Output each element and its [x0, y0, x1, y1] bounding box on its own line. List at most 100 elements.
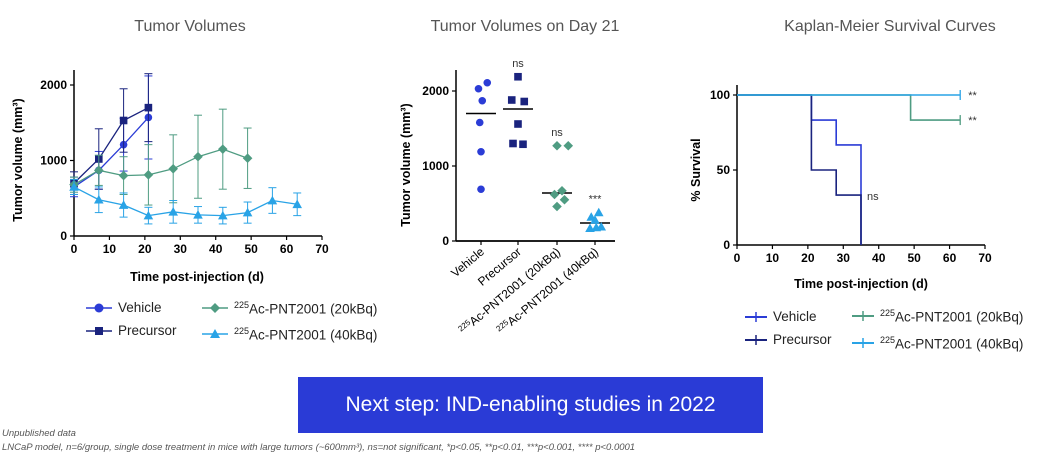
chart1-y-tick-label: 1000 — [40, 154, 67, 168]
chart1-x-tick-label: 60 — [280, 242, 294, 256]
legend-line-marker — [852, 338, 874, 349]
legend3-precursor: Precursor — [745, 332, 832, 347]
chart3-y-axis-label: % Survival — [689, 138, 703, 201]
chart3-significance-label: ** — [968, 90, 977, 102]
chart-day21: Tumor volume (mm³) 010002000VehiclensPre… — [399, 58, 615, 333]
chart3-x-tick-label: 10 — [766, 251, 780, 265]
legend1-ac20: 225Ac-PNT2001 (20kBq) — [202, 300, 377, 317]
chart3-survival-curve — [737, 94, 961, 121]
chart3-x-tick-label: 50 — [907, 251, 921, 265]
legend3-ac40-label: 225Ac-PNT2001 (40kBq) — [880, 335, 1024, 352]
chart1-x-tick-label: 70 — [315, 242, 329, 256]
chart1-point — [143, 210, 154, 220]
legend3-ac40: 225Ac-PNT2001 (40kBq) — [852, 335, 1023, 352]
chart3-x-tick-label: 30 — [837, 251, 851, 265]
chart1-series-line — [73, 148, 248, 186]
legend1-vehicle: Vehicle — [86, 300, 162, 315]
legend1-ac20-label: 225Ac-PNT2001 (20kBq) — [234, 300, 378, 317]
chart3-x-tick-label: 60 — [943, 251, 957, 265]
chart-tumor-volumes: Tumor volume (mm³) Time post-injection (… — [11, 70, 329, 284]
chart2-point — [519, 140, 527, 149]
chart1-point — [118, 200, 129, 209]
chart1-point — [118, 170, 129, 181]
legend-triangle-marker — [202, 329, 228, 339]
chart2-point — [477, 185, 485, 194]
chart1-x-axis-label: Time post-injection (d) — [130, 270, 264, 284]
legend-line-marker — [745, 334, 767, 345]
chart2-point — [593, 207, 604, 217]
chart1-y-tick-label: 0 — [60, 229, 67, 243]
chart3-significance-label: ** — [968, 115, 977, 127]
chart2-point — [596, 221, 607, 231]
chart1-point — [242, 207, 253, 217]
chart3-significance-label: ns — [867, 191, 879, 203]
chart2-point — [514, 72, 522, 81]
legend3-precursor-label: Precursor — [773, 332, 832, 347]
chart1-point — [69, 182, 79, 191]
chart3-x-tick-label: 40 — [872, 251, 886, 265]
chart2-y-tick-label: 0 — [442, 234, 449, 248]
legend3-vehicle: Vehicle — [745, 309, 817, 324]
chart1-title: Tumor Volumes — [134, 18, 246, 35]
chart1-point — [292, 199, 302, 209]
chart1-point — [119, 116, 128, 125]
chart2-significance-label: *** — [589, 194, 603, 206]
chart1-x-tick-label: 10 — [103, 242, 117, 256]
chart1-y-tick-label: 2000 — [40, 78, 67, 92]
chart1-y-axis-label: Tumor volume (mm³) — [11, 98, 25, 221]
chart2-point — [478, 96, 487, 105]
chart1-x-tick-label: 20 — [138, 242, 152, 256]
chart3-y-tick-label: 0 — [723, 238, 730, 252]
chart2-point — [477, 147, 485, 156]
chart3-title: Kaplan-Meier Survival Curves — [784, 18, 996, 35]
legend-line-marker — [745, 311, 767, 322]
chart3-x-tick-label: 20 — [801, 251, 815, 265]
legend-square-marker — [86, 326, 112, 335]
chart1-series-line — [73, 107, 149, 184]
chart2-point — [483, 78, 492, 87]
chart1-point — [94, 165, 104, 176]
next-step-banner: Next step: IND-enabling studies in 2022 — [298, 377, 763, 433]
chart3-y-tick-label: 50 — [717, 163, 731, 177]
chart1-point — [193, 151, 203, 162]
footnote-unpublished: Unpublished data — [2, 428, 76, 439]
footnote-methods: LNCaP model, n=6/group, single dose trea… — [2, 442, 636, 453]
chart2-point — [514, 120, 522, 128]
chart1-point — [218, 144, 228, 154]
chart1-point — [193, 210, 203, 219]
chart1-point — [168, 207, 178, 216]
chart1-point — [218, 210, 228, 220]
chart3-x-axis-label: Time post-injection (d) — [794, 277, 928, 291]
legend1-ac40: 225Ac-PNT2001 (40kBq) — [202, 326, 377, 343]
chart2-point — [474, 84, 483, 93]
legend-circle-marker — [86, 303, 112, 312]
chart2-y-axis-label: Tumor volume (mm³) — [399, 103, 413, 226]
chart2-y-tick-label: 1000 — [422, 159, 449, 173]
chart3-y-tick-label: 100 — [710, 88, 730, 102]
legend1-vehicle-label: Vehicle — [118, 300, 162, 315]
chart-kaplan-meier: % Survival Time post-injection (d) 0 10 20… — [689, 85, 992, 291]
chart2-significance-label: ns — [512, 58, 524, 70]
chart2-point — [520, 97, 529, 106]
legend1-precursor: Precursor — [86, 323, 177, 338]
legend3-vehicle-label: Vehicle — [773, 309, 817, 324]
legend-diamond-marker — [202, 303, 228, 314]
chart1-point — [267, 195, 278, 205]
chart2-point — [552, 201, 562, 212]
chart2-point — [507, 96, 516, 104]
chart2-title: Tumor Volumes on Day 21 — [430, 18, 620, 35]
chart2-point — [549, 189, 560, 200]
chart3-survival-curve — [737, 94, 862, 245]
chart1-point — [143, 170, 154, 180]
chart1-point — [144, 103, 153, 112]
chart2-point — [559, 194, 570, 205]
chart2-point — [509, 139, 517, 148]
legend3-ac20: 225Ac-PNT2001 (20kBq) — [852, 308, 1023, 325]
chart2-point — [563, 140, 574, 151]
chart1-x-tick-label: 40 — [209, 242, 223, 256]
legend1-ac40-label: 225Ac-PNT2001 (40kBq) — [234, 326, 378, 343]
chart1-x-tick-label: 50 — [244, 242, 258, 256]
chart3-x-tick-label: 70 — [978, 251, 992, 265]
chart1-series-line — [73, 186, 298, 217]
chart2-significance-label: ns — [551, 127, 563, 139]
